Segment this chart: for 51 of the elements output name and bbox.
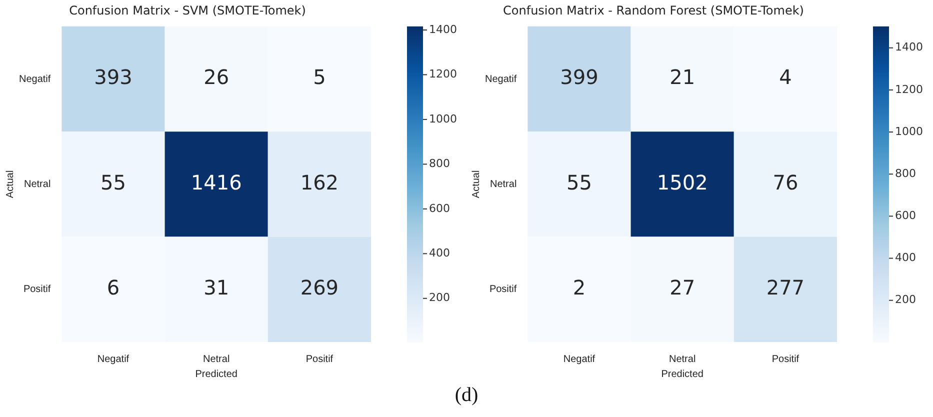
data-label: 5 — [313, 65, 326, 90]
chart-title: Confusion Matrix - SVM (SMOTE-Tomek) — [69, 3, 306, 18]
data-label: 2 — [572, 276, 586, 300]
x-tick-label: Netral — [203, 354, 230, 365]
color-bar-label: 1200 — [895, 82, 923, 96]
color-bar-label: 400 — [429, 246, 450, 260]
y-tick-label: Netral — [24, 178, 51, 190]
color-bar-label: 1000 — [429, 112, 457, 126]
data-label: 21 — [670, 65, 696, 90]
y-axis-title: Actual — [470, 170, 482, 198]
data-label: 76 — [772, 170, 798, 194]
data-label: 6 — [106, 276, 120, 300]
data-label: 1502 — [656, 170, 708, 194]
x-axis-title: Predicted — [195, 368, 238, 380]
y-tick-label: Positif — [23, 284, 51, 296]
color-bar-label: 600 — [429, 202, 450, 215]
data-label: 31 — [204, 276, 230, 300]
data-label: 55 — [100, 170, 126, 194]
color-bar-label: 1400 — [895, 40, 923, 54]
x-axis-title: Predicted — [661, 368, 704, 380]
y-axis-title: Actual — [4, 170, 16, 198]
color-bar-label: 1200 — [429, 68, 457, 81]
x-tick-label: Positif — [306, 354, 334, 365]
text: (d) — [454, 384, 480, 407]
x-tick-label: Negatif — [563, 354, 596, 365]
y-tick-label: Positif — [489, 284, 517, 296]
x-tick-label: Netral — [669, 354, 696, 365]
chart-title: Confusion Matrix - Random Forest (SMOTE-Tomek) — [503, 3, 804, 18]
color-bar-label: 1400 — [429, 22, 457, 36]
x-tick-label: Negatif — [97, 354, 130, 365]
color-bar-label: 1000 — [895, 124, 923, 138]
data-label: 26 — [204, 65, 230, 90]
data-label: 4 — [779, 65, 792, 90]
color-bar-label: 400 — [895, 251, 916, 264]
data-label: 55 — [566, 170, 592, 194]
y-tick-label: Netral — [490, 178, 517, 190]
data-label: 269 — [300, 276, 339, 300]
color-bar-label: 800 — [429, 157, 450, 170]
y-tick-label: Negatif — [18, 74, 51, 85]
color-bar-label: 600 — [895, 209, 916, 222]
data-label: 162 — [300, 170, 339, 194]
data-label: 1416 — [190, 170, 242, 194]
data-label: 393 — [94, 65, 132, 90]
data-label: 277 — [766, 276, 805, 300]
color-bar-label: 200 — [895, 293, 916, 306]
x-tick-label: Positif — [772, 354, 800, 365]
data-label: 399 — [560, 65, 598, 90]
color-bar-label: 800 — [895, 166, 916, 180]
y-tick-label: Negatif — [484, 74, 517, 85]
data-label: 27 — [670, 276, 696, 300]
color-bar-label: 200 — [429, 291, 450, 304]
